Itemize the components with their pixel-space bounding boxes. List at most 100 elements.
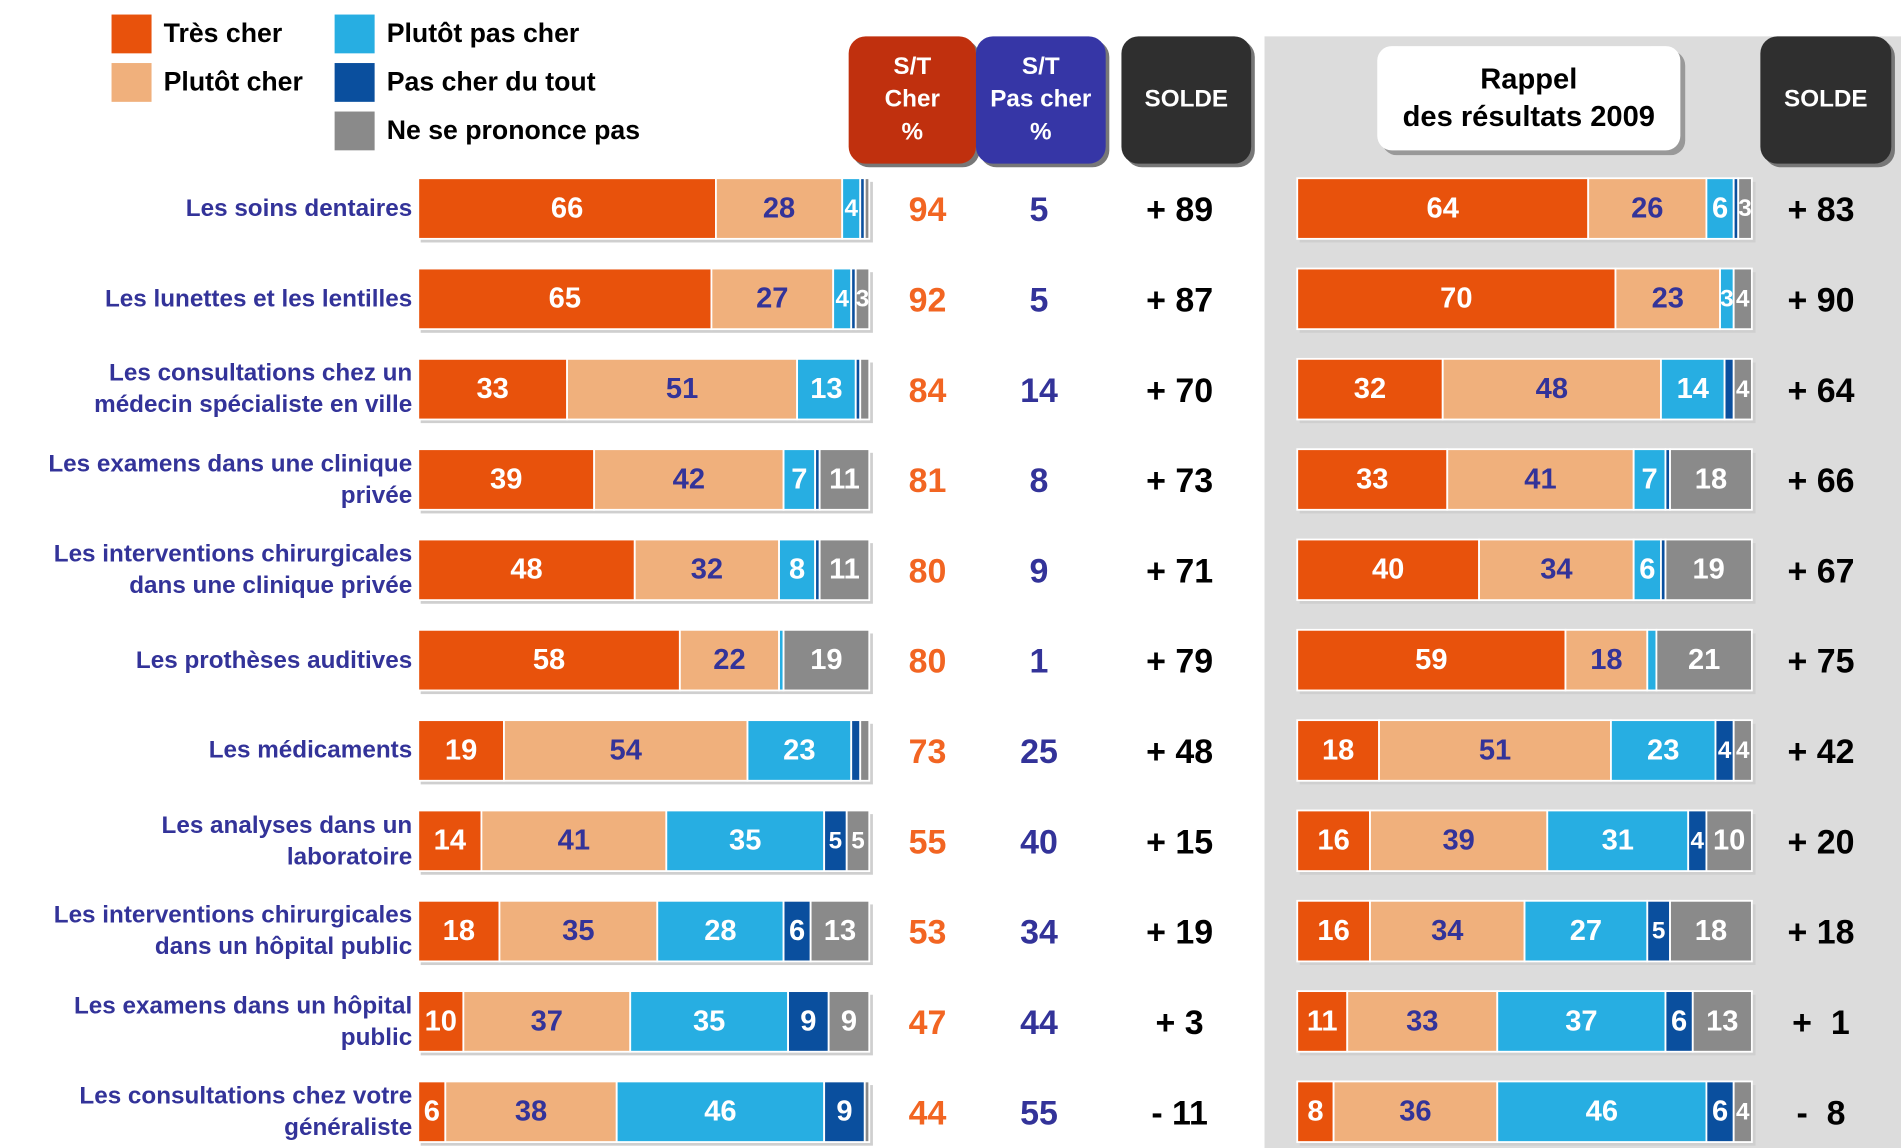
data-label: 11 [1307,1005,1338,1037]
data-label: 51 [1479,734,1511,766]
bar-segment [1587,177,1708,240]
bar-segment [1737,177,1753,240]
category-label: Les lunettes et les lentilles [104,285,413,313]
column-value: + 89 [1146,191,1213,229]
legend-swatch [111,14,152,54]
category-label: Les médicaments [208,737,413,764]
data-label: 23 [1647,734,1679,766]
bar-segment [593,448,785,511]
bar-segment [818,538,871,602]
data-label: 18 [443,915,475,947]
bar-segment [809,899,871,963]
bar-segment [678,628,780,692]
data-label: 23 [783,734,815,766]
data-label: 28 [763,192,795,224]
data-label: 66 [551,192,583,224]
bar-segment [417,538,636,602]
title-box [1377,46,1681,151]
column-value: + 66 [1787,462,1854,500]
column-value: + 20 [1787,823,1854,861]
data-label: 41 [1524,463,1556,495]
category-label: Les interventions chirurgicales dans une… [53,540,413,599]
data-label: 18 [1322,734,1354,766]
bar-segment [417,267,713,331]
column-value: 92 [909,281,947,319]
column-value: + 1 [1792,1004,1850,1042]
data-label: 18 [1695,463,1727,495]
column-value: + 18 [1787,914,1854,952]
bar-segment [1441,357,1662,421]
data-label: 5 [1652,918,1665,945]
bar-segment [1296,899,1371,963]
data-label: 16 [1317,825,1349,857]
legend-label: Plutôt pas cher [387,18,580,48]
data-label: 16 [1317,915,1349,947]
column-value: 94 [909,191,947,229]
column-value: 47 [909,1004,947,1042]
data-label: 10 [1713,825,1745,857]
category-label: Les examens dans une clinique privée [48,450,413,509]
data-label: 64 [1427,192,1460,224]
data-label: 19 [1693,554,1725,586]
data-label: 11 [829,463,860,495]
bar-segment [503,719,749,782]
bar-segment [1660,357,1726,421]
column-value: + 87 [1146,281,1213,319]
column-value: 25 [1020,733,1058,771]
data-label: 23 [1652,283,1684,315]
column-value: 1 [1030,643,1049,681]
data-label: 22 [713,644,745,676]
bar-segment [1614,267,1721,331]
bar-segment [1369,899,1526,963]
data-label: 9 [841,1005,857,1037]
data-label: 3 [1720,285,1733,312]
data-label: 4 [1736,285,1750,312]
column-value: 5 [1030,191,1049,229]
data-label: 33 [1356,463,1388,495]
column-value: + 19 [1146,914,1213,952]
data-label: 27 [756,283,788,315]
column-value: 34 [1020,914,1058,952]
bar-segment [1296,267,1617,331]
bar-segment [854,267,871,331]
column-value: 40 [1020,823,1058,861]
column-value: - 11 [1151,1094,1208,1132]
data-label: 5 [829,827,842,854]
column-value: + 70 [1146,372,1213,410]
data-label: 4 [1736,737,1750,764]
bar-segment [845,809,871,872]
column-header: SOLDE [1144,86,1229,113]
data-label: 39 [1442,825,1474,857]
bar-segment [746,719,853,782]
column-value: 55 [1020,1094,1058,1132]
bar-segment [566,357,799,421]
data-label: 4 [1736,1098,1750,1125]
data-label: 36 [1399,1096,1431,1128]
legend-label: Plutôt cher [164,67,303,97]
legend-label: Très cher [164,18,283,48]
column-value: 84 [909,372,947,410]
column-value: 8 [1030,462,1049,500]
column-header: SOLDE [1784,86,1868,113]
bar-segment [1296,538,1481,602]
data-label: 6 [1639,554,1655,586]
header-box [848,36,976,164]
bar-segment [1546,809,1690,872]
bar-segment [498,899,659,963]
data-label: 40 [1372,554,1404,586]
bar-segment [859,357,871,421]
data-label: 65 [549,283,581,315]
bar-segment [1346,990,1499,1053]
data-label: 4 [1691,827,1705,854]
data-label: 35 [562,915,594,947]
category-label: Les consultations chez un médecin spécia… [94,360,413,419]
data-label: 48 [1536,373,1568,405]
category-label: Les consultations chez votre généraliste [79,1082,413,1141]
data-label: 21 [1688,644,1720,676]
data-label: 46 [1586,1096,1618,1128]
data-label: 34 [1431,915,1464,947]
data-label: 14 [1677,373,1710,405]
bar-segment [1564,628,1649,692]
data-label: 3 [1738,195,1751,222]
legend-swatch [334,14,375,54]
